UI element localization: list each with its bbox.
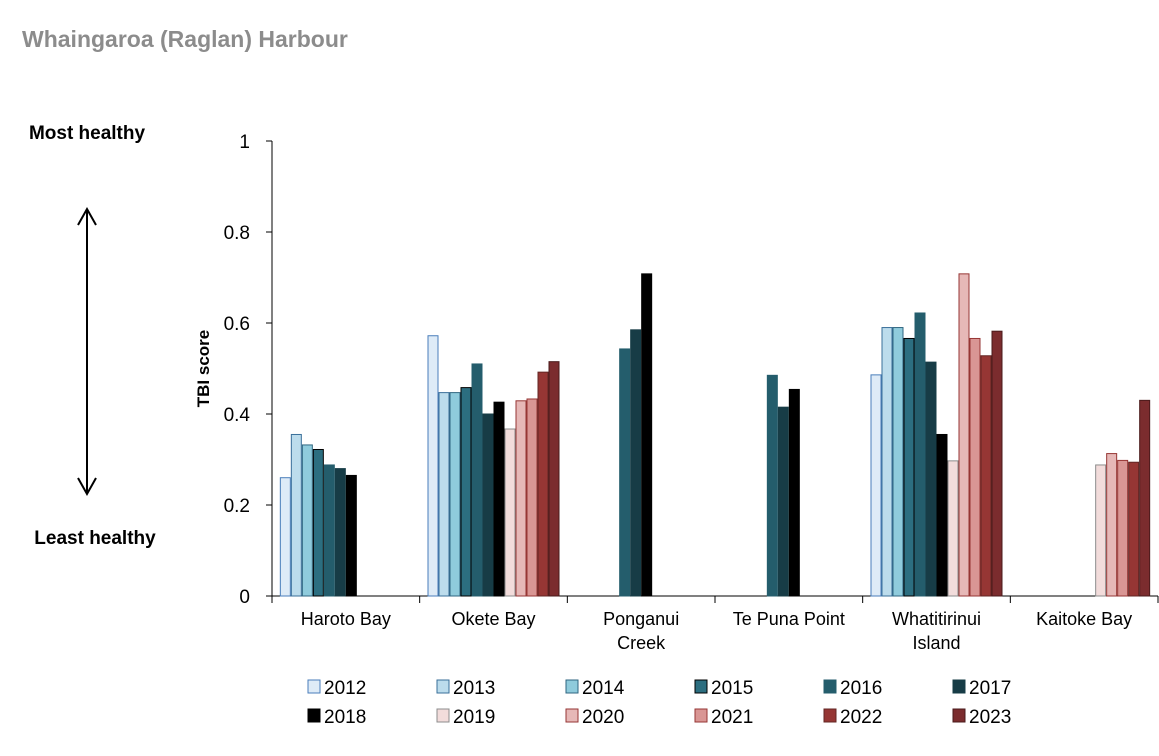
- bar-2013: [881, 327, 893, 597]
- category-label: Te Puna Point: [733, 609, 845, 629]
- legend-label: 2020: [582, 707, 624, 728]
- bar-2014: [892, 327, 904, 597]
- legend-label: 2015: [711, 678, 753, 699]
- legend-swatch: [436, 708, 450, 723]
- bar-2012: [427, 335, 439, 597]
- legend-label: 2018: [324, 707, 366, 728]
- bar-2016: [323, 464, 335, 597]
- bar-2016: [619, 348, 631, 597]
- bar-2022: [1128, 461, 1140, 597]
- most-healthy-label: Most healthy: [28, 123, 146, 144]
- bar-2018: [936, 433, 948, 597]
- bar-2018: [788, 388, 800, 597]
- legend-swatch: [694, 708, 708, 723]
- legend-swatch: [823, 679, 837, 694]
- page-title: Whaingaroa (Raglan) Harbour: [22, 26, 348, 52]
- bar-2021: [526, 398, 538, 597]
- legend-label: 2012: [324, 678, 366, 699]
- bar-2017: [630, 329, 642, 597]
- bar-2014: [301, 444, 313, 597]
- bar-2019: [504, 428, 516, 597]
- bar-2022: [980, 355, 992, 597]
- bar-2013: [438, 392, 450, 597]
- bar-2021: [969, 337, 981, 597]
- least-healthy-label: Least healthy: [34, 528, 156, 549]
- legend-swatch: [952, 708, 966, 723]
- legend-label: 2023: [969, 707, 1011, 728]
- bar-2022: [537, 371, 549, 597]
- health-direction-arrow-icon: [77, 206, 97, 497]
- bar-2014: [449, 392, 461, 597]
- category-label: Haroto Bay: [301, 609, 391, 629]
- legend: 2012 2013 2014 2015 2016 2017 2018 2019 2020 2021…: [307, 678, 1011, 728]
- bar-2019: [947, 460, 959, 597]
- bar-2018: [493, 401, 505, 597]
- legend-swatch: [694, 679, 708, 694]
- bars: [279, 273, 1151, 597]
- category-label: Okete Bay: [451, 609, 535, 629]
- legend-label: 2022: [840, 707, 882, 728]
- legend-swatch: [565, 708, 579, 723]
- legend-label: 2017: [969, 678, 1011, 699]
- legend-swatch: [823, 708, 837, 723]
- bar-2017: [334, 468, 346, 597]
- bar-2023: [991, 330, 1003, 597]
- x-axis: Haroto Bay Okete Bay Ponganui Creek Te Puna …: [271, 595, 1159, 653]
- y-tick-label: 0.6: [224, 314, 250, 335]
- bar-2015: [312, 448, 324, 597]
- bar-2019: [1095, 464, 1107, 597]
- y-tick-label: 0.2: [224, 496, 250, 517]
- y-tick-label: 0.4: [224, 405, 251, 426]
- legend-swatch: [952, 679, 966, 694]
- y-tick-label: 1: [239, 132, 250, 153]
- bar-2012: [870, 374, 882, 597]
- bar-2021: [1117, 459, 1129, 597]
- legend-label: 2014: [582, 678, 625, 699]
- y-tick-label: 0: [239, 587, 250, 608]
- bar-2020: [958, 273, 970, 597]
- bar-2012: [279, 477, 291, 597]
- legend-label: 2016: [840, 678, 882, 699]
- bar-2016: [766, 374, 778, 597]
- legend-label: 2019: [453, 707, 495, 728]
- legend-swatch: [307, 708, 321, 723]
- bar-2017: [925, 361, 937, 597]
- legend-swatch: [436, 679, 450, 694]
- bar-2023: [548, 361, 560, 597]
- bar-2015: [460, 387, 472, 597]
- bar-2016: [914, 312, 926, 597]
- category-label: Ponganui Creek: [603, 609, 679, 653]
- bar-2013: [290, 433, 302, 597]
- bar-2018: [345, 474, 357, 597]
- bar-2015: [903, 337, 915, 597]
- category-label: Whatitirinui Island: [892, 609, 981, 653]
- legend-swatch: [565, 679, 579, 694]
- legend-label: 2021: [711, 707, 753, 728]
- legend-swatch: [307, 679, 321, 694]
- legend-label: 2013: [453, 678, 495, 699]
- category-label: Kaitoke Bay: [1036, 609, 1132, 629]
- y-axis-title: TBI score: [194, 330, 213, 407]
- bar-2020: [515, 400, 527, 597]
- y-axis: 0 0.2 0.4 0.6 0.8 1 TBI score: [194, 132, 273, 608]
- bar-2020: [1106, 453, 1118, 597]
- bar-2017: [482, 413, 494, 597]
- bar-2018: [641, 273, 653, 597]
- bar-2023: [1139, 399, 1151, 597]
- bar-2016: [471, 363, 483, 597]
- bar-2017: [777, 406, 789, 597]
- y-tick-label: 0.8: [224, 223, 250, 244]
